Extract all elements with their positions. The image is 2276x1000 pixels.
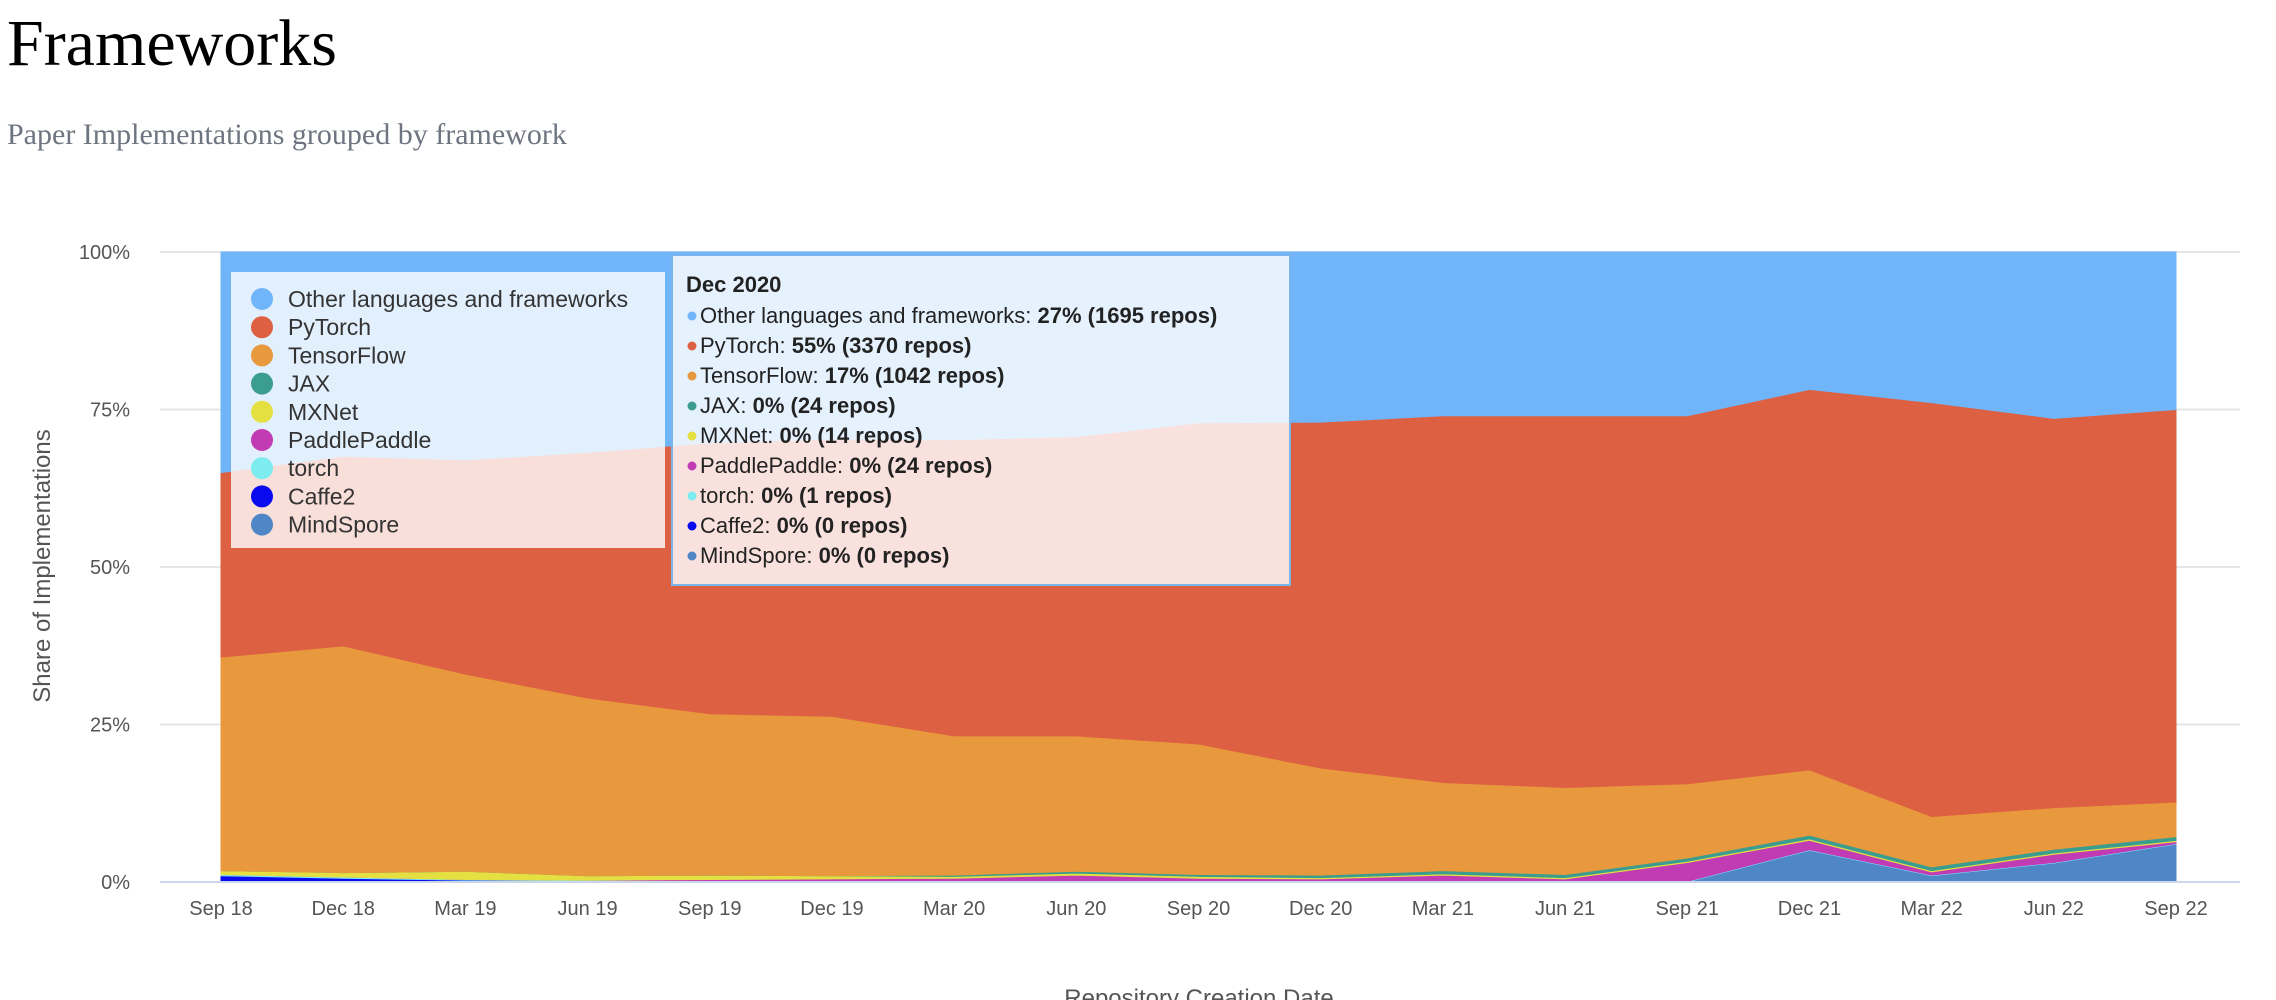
tooltip-marker [688,342,697,351]
y-axis-label: Share of Implementations [29,429,56,702]
x-tick-label: Dec 18 [312,898,375,920]
x-axis-label: Repository Creation Date [1064,985,1333,1000]
y-tick-label: 50% [90,557,130,579]
legend-item[interactable]: MXNet [251,399,359,425]
legend: Other languages and frameworksPyTorchTen… [231,272,665,548]
x-tick-label: Sep 22 [2144,898,2207,920]
tooltip-title: Dec 2020 [686,272,781,297]
legend-marker [251,316,273,338]
tooltip-marker [688,552,697,561]
legend-item[interactable]: Other languages and frameworks [251,286,628,312]
legend-label: MindSpore [288,512,399,538]
legend-item[interactable]: torch [251,455,339,481]
legend-marker [251,401,273,423]
x-tick-label: Jun 20 [1046,898,1106,920]
x-tick-label: Jun 21 [1535,898,1595,920]
x-tick-label: Mar 20 [923,898,985,920]
tooltip-marker [688,432,697,441]
legend-marker [251,457,273,479]
legend-label: Other languages and frameworks [288,286,628,312]
tooltip-marker [688,462,697,471]
tooltip-marker [688,372,697,381]
x-tick-label: Sep 19 [678,898,741,920]
tooltip-row: TensorFlow: 17% (1042 repos) [700,363,1004,388]
tooltip-row: PyTorch: 55% (3370 repos) [700,333,971,358]
y-tick-label: 100% [79,242,130,264]
legend-label: PaddlePaddle [288,427,431,453]
legend-marker [251,344,273,366]
x-tick-label: Sep 18 [189,898,252,920]
x-tick-label: Dec 21 [1778,898,1841,920]
legend-marker [251,514,273,536]
x-tick-label: Jun 22 [2024,898,2084,920]
y-tick-label: 25% [90,715,130,737]
tooltip-row: JAX: 0% (24 repos) [700,393,896,418]
legend-label: Caffe2 [288,483,355,509]
x-tick-label: Sep 21 [1656,898,1719,920]
x-tick-label: Jun 19 [558,898,618,920]
x-tick-label: Mar 21 [1412,898,1474,920]
tooltip-row: MXNet: 0% (14 repos) [700,423,923,448]
tooltip-marker [688,402,697,411]
x-tick-label: Mar 22 [1901,898,1963,920]
tooltip-marker [688,312,697,321]
y-axis-ticks: 0% 25% 50% 75% 100% [79,242,130,894]
legend-label: torch [288,455,339,481]
tooltip: Dec 2020 Other languages and frameworks: … [672,255,1290,585]
tooltip-row: Other languages and frameworks: 27% (169… [700,303,1217,328]
x-tick-label: Dec 20 [1289,898,1352,920]
tooltip-row: MindSpore: 0% (0 repos) [700,543,949,568]
legend-marker [251,288,273,310]
y-tick-label: 0% [101,872,130,894]
tooltip-marker [688,522,697,531]
legend-item[interactable]: JAX [251,371,330,397]
x-tick-label: Sep 20 [1167,898,1230,920]
legend-item[interactable]: Caffe2 [251,483,355,509]
legend-marker [251,373,273,395]
legend-marker [251,485,273,507]
tooltip-row: torch: 0% (1 repos) [700,483,892,508]
legend-label: TensorFlow [288,342,406,368]
legend-marker [251,429,273,451]
y-tick-label: 75% [90,400,130,422]
tooltip-marker [688,492,697,501]
tooltip-row: Caffe2: 0% (0 repos) [700,513,907,538]
legend-label: MXNet [288,399,359,425]
tooltip-row: PaddlePaddle: 0% (24 repos) [700,453,992,478]
legend-label: JAX [288,371,330,397]
legend-label: PyTorch [288,314,371,340]
x-tick-label: Mar 19 [434,898,496,920]
x-axis-ticks: Sep 18 Dec 18 Mar 19 Jun 19 Sep 19 Dec 19 Mar … [160,882,2240,920]
x-tick-label: Dec 19 [800,898,863,920]
